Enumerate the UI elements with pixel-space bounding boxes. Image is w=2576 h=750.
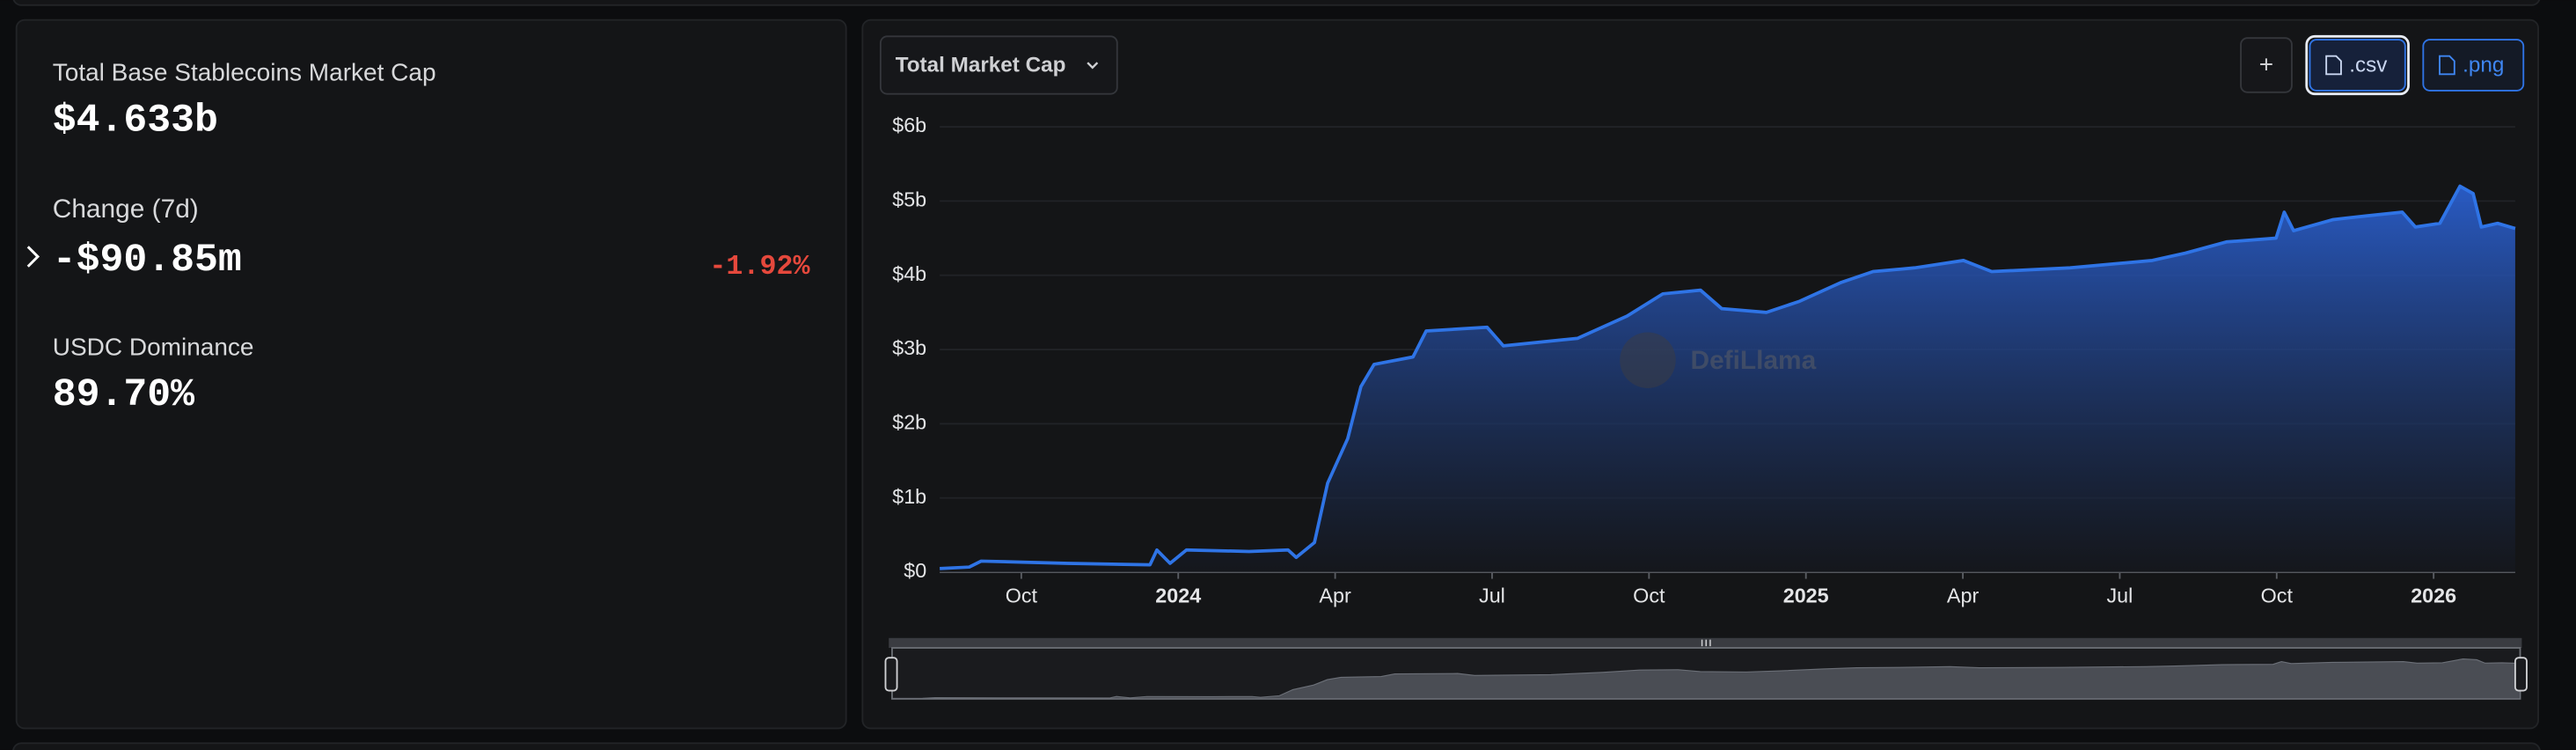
x-tick-label: 2024 [1155,584,1201,607]
x-tick-label: Oct [1006,584,1038,607]
x-tick-label: 2026 [2411,584,2456,607]
stat-label: Total Base Stablecoins Market Cap [53,59,436,86]
x-tick-label: Oct [1633,584,1665,607]
x-tick-label: Jul [1479,584,1505,607]
x-tick-label: Oct [2261,584,2294,607]
y-tick-label: $1b [892,485,926,508]
watermark-logo [1620,332,1676,388]
brush-bar[interactable] [889,637,2522,648]
csv-label: .csv [2349,53,2388,77]
x-tick-label: Jul [2107,584,2133,607]
brush-grip [1701,639,1711,647]
y-tick-label: $0 [904,559,926,582]
y-tick-label: $6b [892,114,926,136]
next-panel [12,742,2541,750]
file-icon [2325,55,2342,76]
minimap-area [891,658,2521,700]
stat-value: $4.633b [53,99,218,143]
png-label: .png [2463,53,2504,77]
y-tick-label: $5b [892,188,926,211]
watermark: DefiLlama [1620,332,1817,388]
dropdown-chevron [1087,62,1099,70]
stat-value: -$90.85m [53,239,242,283]
y-tick-label: $2b [892,411,926,434]
metric-dropdown[interactable] [879,35,1118,95]
focus-ring [2305,34,2410,96]
y-tick-label: $3b [892,336,926,359]
minimap [891,658,2521,700]
x-tick-label: Apr [1947,584,1980,607]
stat-label: USDC Dominance [53,334,254,361]
change-percent: -1.92% [709,251,810,283]
stat-label: Change (7d) [53,195,199,224]
file-icon [2439,55,2455,76]
plot: $0 $1b $2b $3b $4b $5b $6b Oct 2024 Apr Jul Oct 2025… [892,114,2516,607]
y-tick-label: $4b [892,262,926,285]
expand-chevron[interactable] [26,246,40,268]
brush-handle[interactable] [2514,657,2528,692]
prev-panel [12,0,2541,6]
stats-panel [15,18,847,730]
line [940,184,2516,570]
area-fill [940,186,2515,573]
watermark-text: DefiLlama [1691,346,1817,375]
x-tick-label: Apr [1319,584,1351,607]
add-button-label: + [2259,50,2273,77]
csv-button[interactable] [2309,39,2406,92]
png-button[interactable] [2422,39,2525,92]
brush-handle[interactable] [884,657,898,692]
dropdown-label: Total Market Cap [896,53,1066,77]
add-button[interactable] [2240,37,2293,93]
stat-value: 89.70% [53,373,194,417]
x-tick-label: 2025 [1783,584,1829,607]
